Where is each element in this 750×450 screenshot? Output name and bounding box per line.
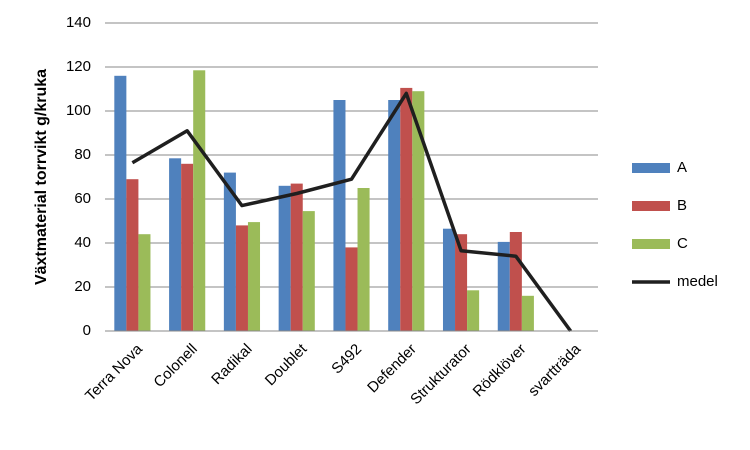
y-axis-label: Växtmaterial torrvikt g/kruka <box>33 69 50 285</box>
bar <box>193 70 206 332</box>
bar <box>497 241 510 331</box>
y-tick-label: 120 <box>66 58 91 75</box>
bar <box>345 247 358 331</box>
x-tick-label: Defender <box>364 341 420 397</box>
x-tick-label: S492 <box>328 341 365 378</box>
bar <box>509 232 522 331</box>
y-tick-label: 100 <box>66 102 91 119</box>
x-tick-label: Doublet <box>262 340 311 389</box>
legend-swatch <box>632 163 670 173</box>
x-tick-label: Rödklöver <box>470 341 530 401</box>
bar <box>223 172 236 331</box>
legend-swatch <box>632 201 670 211</box>
bar <box>400 87 413 332</box>
y-tick-label: 0 <box>83 322 91 339</box>
bar <box>521 295 534 331</box>
bar <box>278 185 291 331</box>
bar <box>455 234 468 331</box>
bar <box>181 163 194 331</box>
bar <box>126 179 139 331</box>
x-tick-label: Colonell <box>150 341 200 391</box>
bar <box>290 183 303 331</box>
x-tick-label: Terra Nova <box>82 340 146 404</box>
bar <box>247 222 261 331</box>
bar <box>412 91 425 331</box>
line <box>131 91 573 333</box>
y-tick-label: 60 <box>74 190 91 207</box>
x-tick-label: svartträda <box>525 340 585 400</box>
legend-label: A <box>677 159 687 176</box>
bar <box>169 158 182 331</box>
x-tick-label: Radikal <box>208 341 255 388</box>
legend-swatch <box>632 239 670 249</box>
y-tick-label: 40 <box>74 234 91 251</box>
bar <box>302 211 315 331</box>
bar <box>235 225 248 331</box>
bar <box>388 100 401 331</box>
bar <box>442 228 456 331</box>
bar <box>138 234 151 331</box>
legend-label: medel <box>677 273 718 290</box>
y-tick-label: 140 <box>66 14 91 31</box>
bar <box>114 75 127 331</box>
bar <box>333 100 346 331</box>
bar <box>357 188 370 331</box>
y-tick-label: 20 <box>74 278 91 295</box>
legend-label: B <box>677 197 687 214</box>
y-tick-label: 80 <box>74 146 91 163</box>
legend-label: C <box>677 235 688 252</box>
bar <box>467 290 480 331</box>
